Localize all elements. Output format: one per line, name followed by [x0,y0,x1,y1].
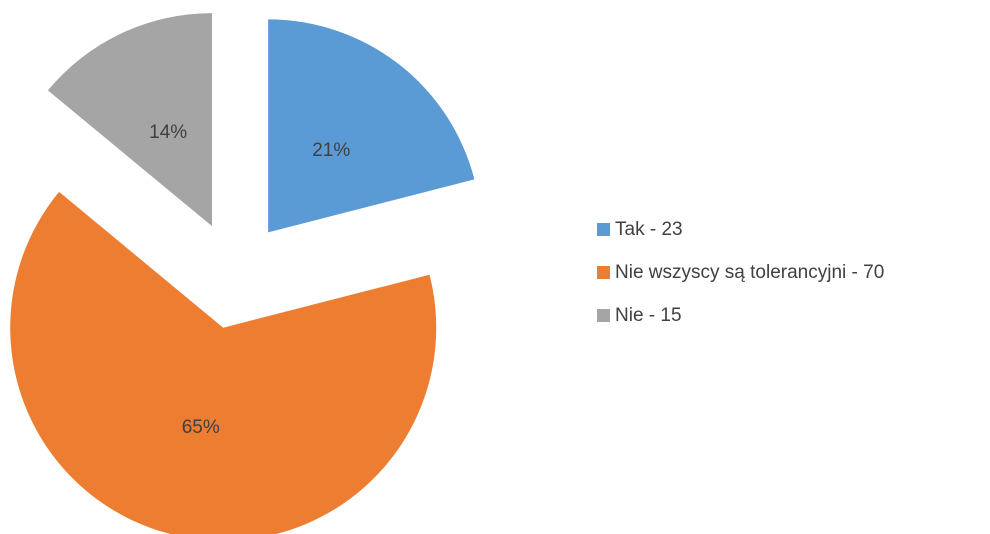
legend-swatch [597,223,610,236]
pie-slice [47,13,213,227]
legend-swatch [597,309,610,322]
legend-label: Nie - 15 [615,305,682,326]
pie-slice [268,19,475,233]
legend-label: Nie wszyscy są tolerancyjni - 70 [615,262,884,283]
data-label: 21% [312,140,350,161]
pie-slice [10,191,437,534]
legend-swatch [597,266,610,279]
data-label: 14% [149,122,187,143]
legend-label: Tak - 23 [615,219,683,240]
data-label: 65% [182,417,220,438]
